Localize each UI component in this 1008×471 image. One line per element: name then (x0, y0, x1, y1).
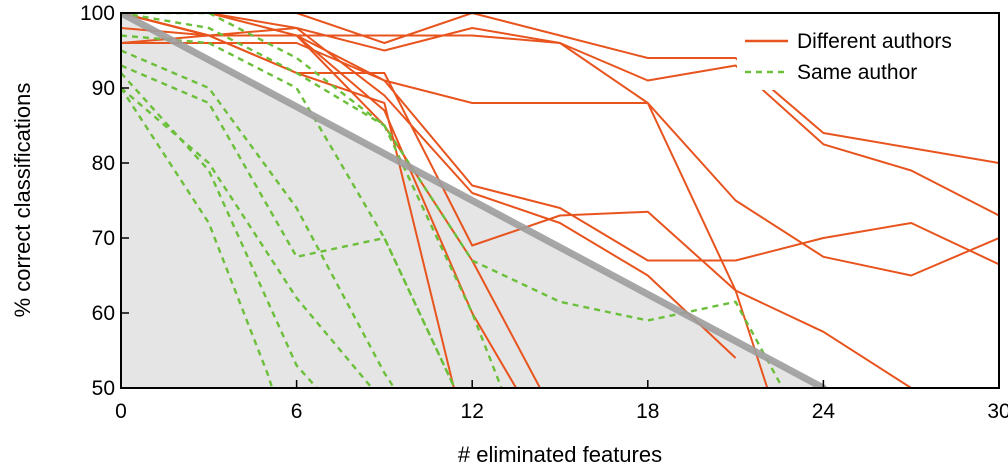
different-authors-line-0 (121, 13, 999, 164)
y-axis-label: % correct classifications (10, 83, 35, 318)
x-tick-label: 0 (115, 400, 127, 423)
different-authors-line-2 (121, 13, 999, 277)
y-tick-label: 80 (92, 152, 115, 175)
y-tick-label: 70 (92, 227, 115, 250)
x-tick-label: 12 (461, 400, 484, 423)
y-tick-label: 60 (92, 302, 115, 325)
x-tick-label: 30 (987, 400, 1008, 423)
plot-area (121, 13, 999, 388)
legend: Different authors Same author (737, 24, 995, 90)
y-tick-label: 100 (80, 2, 115, 25)
x-axis-label: # eliminated features (458, 442, 662, 467)
plot-frame (120, 12, 1000, 389)
threshold-line (121, 13, 827, 388)
same-author-line-13 (121, 49, 396, 388)
legend-label-0: Different authors (797, 30, 952, 53)
y-tick-label: 50 (92, 377, 115, 400)
x-tick-label: 24 (812, 400, 836, 423)
same-author-line-11 (121, 13, 503, 388)
legend-box (737, 24, 995, 90)
legend-label-1: Same author (797, 61, 917, 84)
axis-ticks: 0 6 12 18 24 30 50 60 70 80 90 100 (80, 2, 1008, 423)
x-tick-label: 18 (636, 400, 659, 423)
same-author-line-15 (121, 87, 374, 388)
x-tick-label: 6 (291, 400, 303, 423)
y-tick-label: 90 (92, 77, 115, 100)
different-authors-line-4 (121, 13, 999, 266)
same-author-line-17 (121, 87, 274, 388)
different-authors-line-3 (121, 42, 913, 388)
different-authors-line-5 (121, 13, 737, 359)
same-author-line-14 (121, 64, 456, 388)
same-author-line-10 (121, 13, 784, 388)
